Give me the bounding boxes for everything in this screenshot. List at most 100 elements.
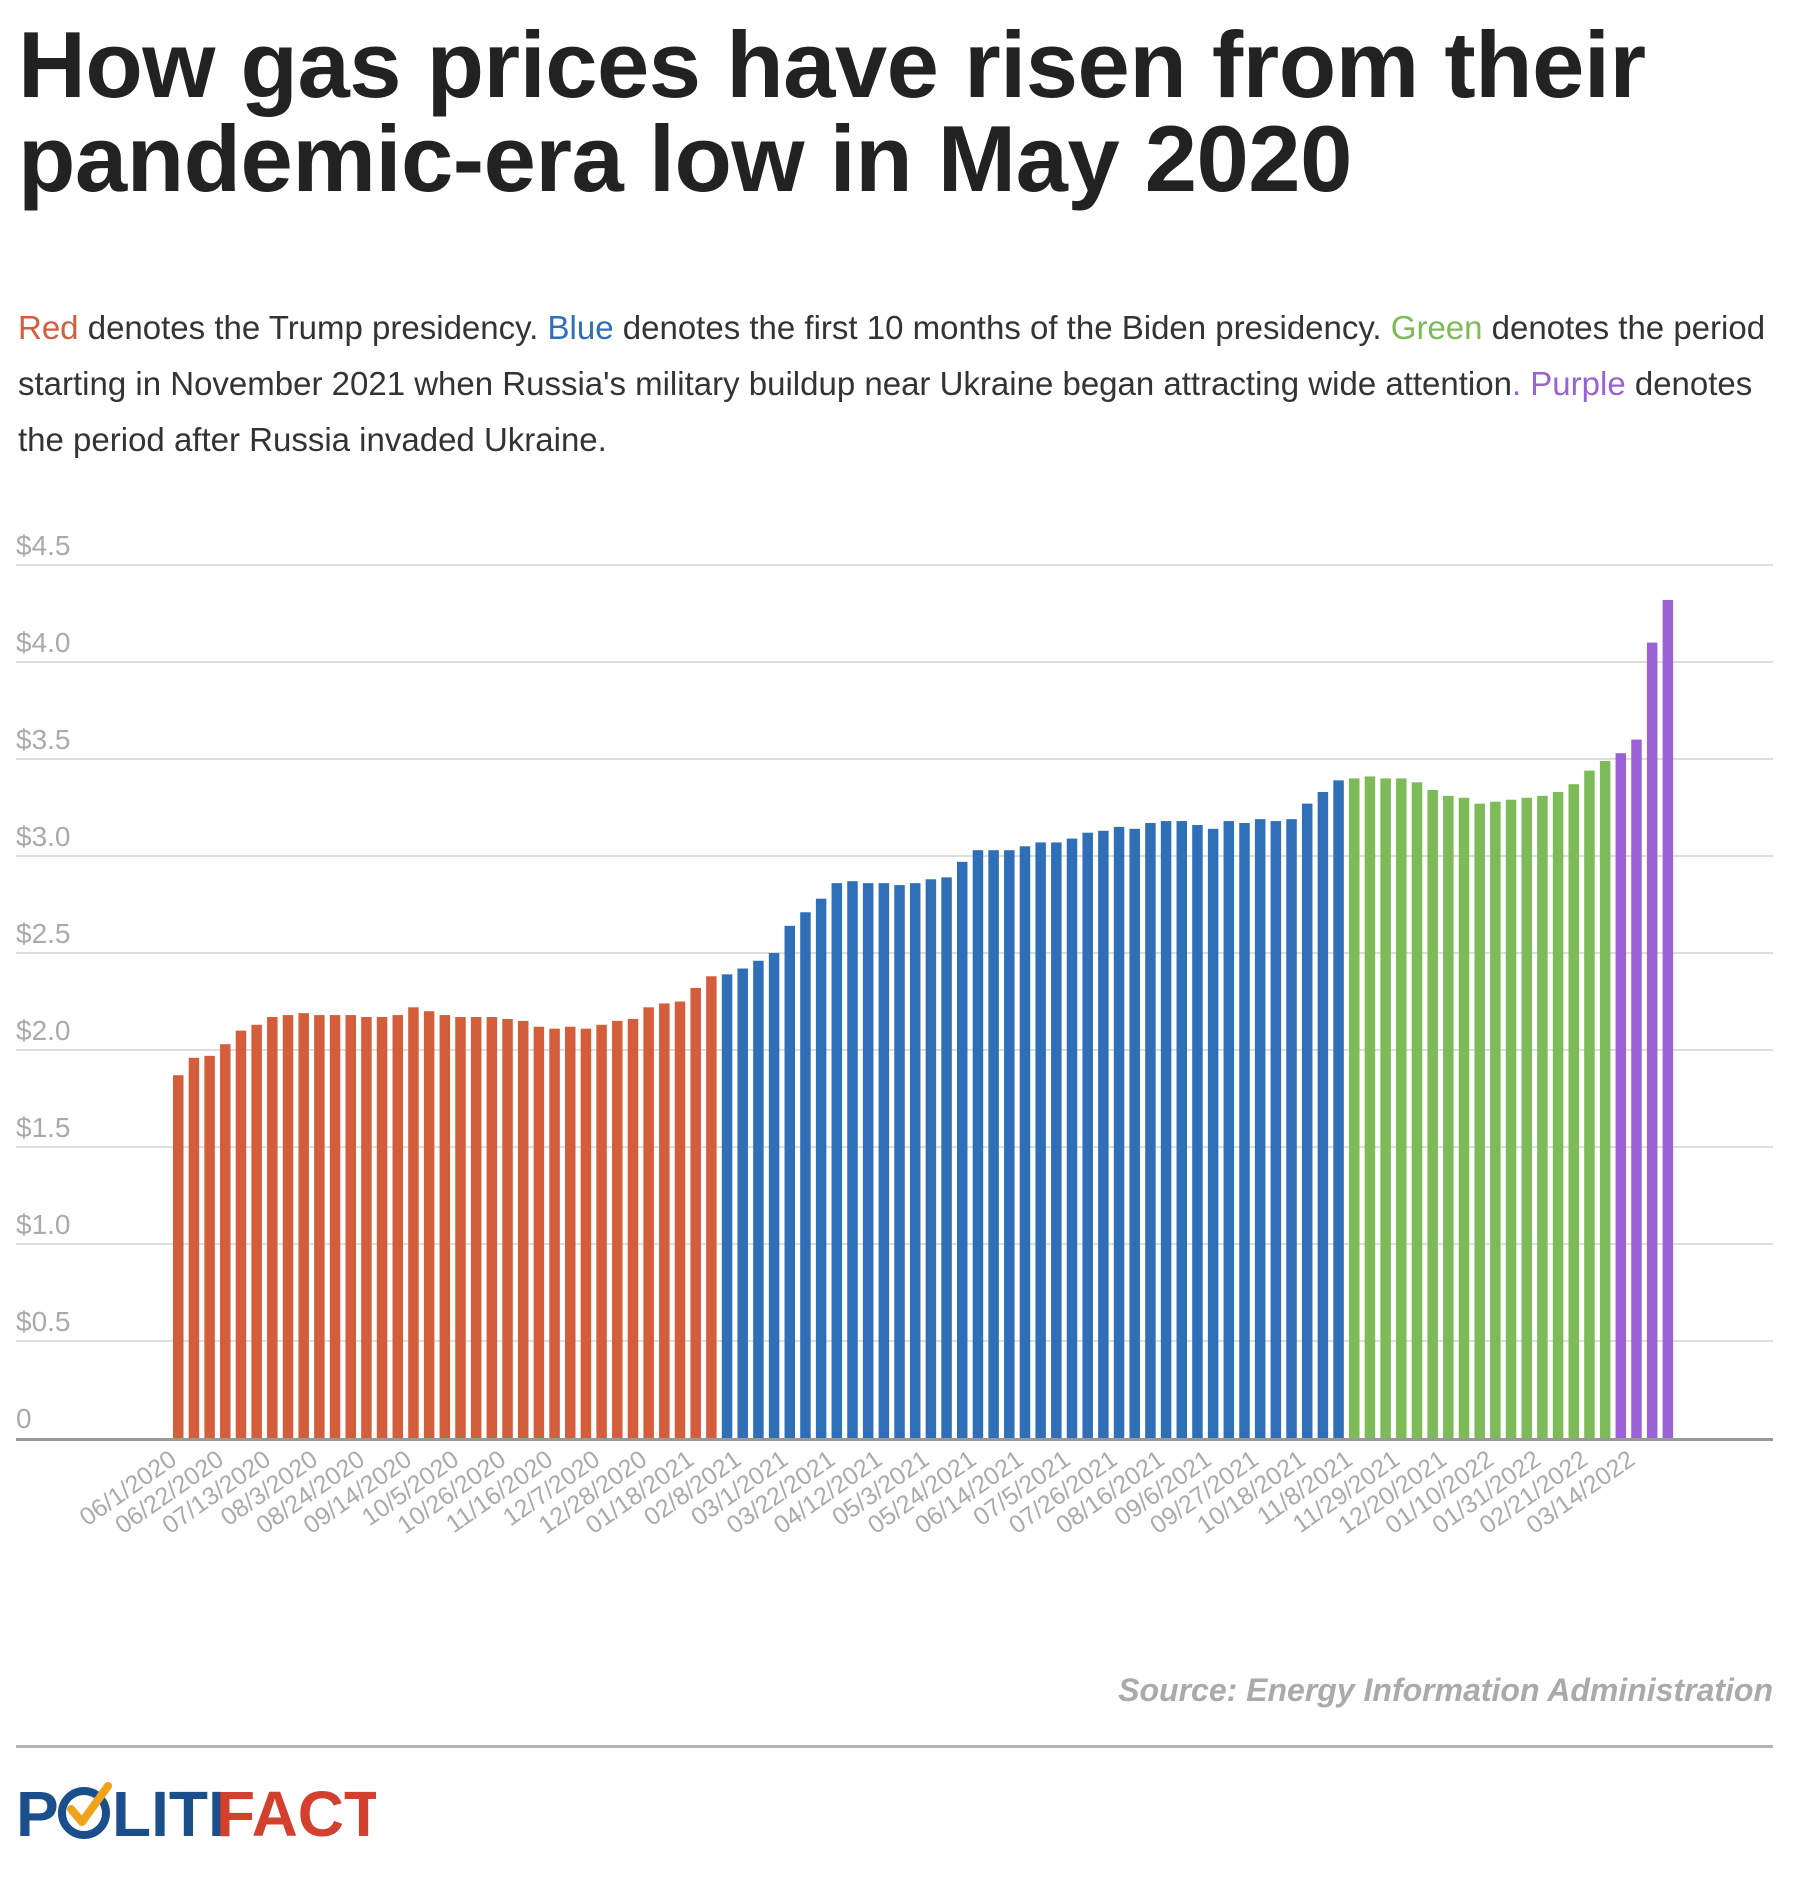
logo-text-liti: LITI [112,1778,226,1848]
bar [1286,819,1297,1438]
bar [502,1018,513,1438]
bar [267,1017,278,1438]
bar [643,1007,654,1438]
bar [1098,830,1109,1438]
bar [1537,795,1548,1438]
bar [941,877,952,1438]
bar [1129,828,1140,1438]
bar [1662,599,1674,1438]
bar [1082,832,1093,1438]
bar [627,1018,639,1438]
bar [925,879,937,1438]
bar [1552,791,1564,1438]
bar [690,987,701,1438]
bar [361,1017,372,1438]
bar [1192,824,1203,1438]
bar [1301,803,1313,1438]
bar [1317,791,1329,1438]
bar [909,883,921,1438]
bar [439,1015,451,1438]
bar [549,1028,560,1438]
bar [1270,821,1282,1438]
bar [768,953,780,1438]
bar [1411,782,1423,1438]
bar [1380,778,1391,1438]
y-tick-label: $1.0 [16,1209,71,1240]
bar [408,1007,419,1438]
bar [1066,838,1078,1438]
bar [815,898,827,1438]
bar [972,850,984,1438]
bar [470,1017,482,1438]
bar [737,968,748,1438]
logo-text-fact: FACT [216,1778,376,1848]
legend-red-word: Red [18,309,79,346]
bar [957,861,968,1438]
legend-blue-word: Blue [547,309,614,346]
logo-check-circle-icon [58,1782,112,1839]
bar [988,850,999,1438]
bar [1521,797,1532,1438]
chart-title: How gas prices have risen from their pan… [18,12,1646,211]
bar [1254,819,1266,1438]
legend-period: . [1511,365,1531,402]
bar [580,1028,592,1438]
y-axis-labels: 0 $0.5 $1.0 $1.5 $2.0 $2.5 $3.0 $3.5 $4.0 $4.5 [16,530,71,1434]
bar [1631,739,1642,1438]
y-tick-label: $4.5 [16,530,71,561]
y-tick-label: 0 [16,1403,32,1434]
politifact-logo: P LITI FACT [16,1778,376,1848]
bar [1113,826,1125,1438]
bar [753,960,764,1438]
bar [173,1075,184,1438]
bar [894,885,905,1438]
bar [1615,753,1627,1438]
y-tick-label: $4.0 [16,627,71,658]
bar [784,925,796,1438]
bar [392,1015,404,1438]
bar [862,883,874,1438]
bar [1458,797,1470,1438]
bar [251,1024,262,1438]
bar [188,1057,200,1438]
bar [1223,821,1235,1438]
bars [173,599,1674,1438]
bar [1443,795,1454,1438]
bar [1427,790,1438,1438]
bar [1333,780,1344,1438]
bar [455,1017,466,1438]
bar [1160,821,1172,1438]
bar [1364,776,1376,1438]
bar [1051,842,1062,1438]
legend-purple-word: Purple [1530,365,1626,402]
bar [721,974,733,1438]
bar [1646,642,1658,1438]
bar [565,1026,576,1438]
y-tick-label: $2.5 [16,918,71,949]
footer-divider [16,1745,1773,1748]
bar [659,1003,670,1438]
bar [486,1017,498,1438]
bar [1207,828,1219,1438]
bar [376,1017,388,1438]
bar [1004,850,1015,1438]
bar [800,912,811,1438]
source-note: Source: Energy Information Administratio… [1118,1672,1773,1708]
bar [1145,823,1156,1438]
bar [1599,760,1611,1438]
bar [596,1024,607,1438]
x-axis-labels: 06/1/202006/22/202007/13/202008/3/202008… [75,1445,1640,1540]
bar [1568,784,1580,1438]
legend-blue-text: denotes the first 10 months of the Biden… [613,309,1391,346]
bar [329,1015,341,1438]
y-tick-label: $0.5 [16,1306,71,1337]
bar [1035,842,1046,1438]
bar-chart: 0 $0.5 $1.0 $1.5 $2.0 $2.5 $3.0 $3.5 $4.0 $4.5 06… [16,530,1773,1540]
y-tick-label: $1.5 [16,1112,71,1143]
bar [847,881,858,1438]
legend-purple-text: denotes the period after Russia invaded … [18,365,1753,458]
y-tick-label: $3.0 [16,821,71,852]
bar [345,1015,356,1438]
bar [878,883,890,1438]
bar [1396,778,1407,1438]
